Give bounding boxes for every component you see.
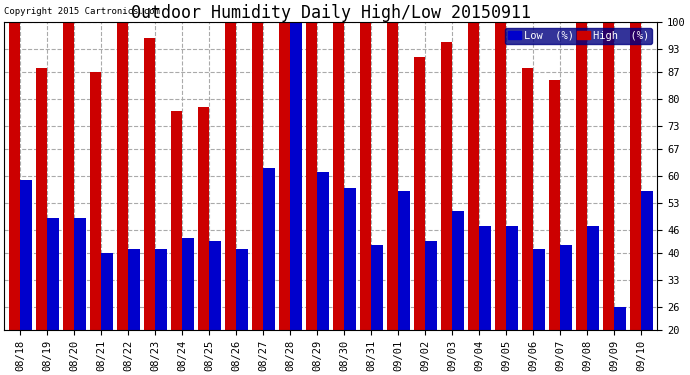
Bar (48, 218, 59, 330)
Bar (225, 22, 236, 330)
Bar (614, 307, 626, 330)
Bar (144, 38, 155, 330)
Bar (641, 192, 653, 330)
Bar (9, 22, 21, 330)
Bar (101, 253, 112, 330)
Bar (468, 22, 480, 330)
Bar (522, 69, 533, 330)
Bar (198, 107, 209, 330)
Bar (360, 22, 371, 330)
Bar (75, 218, 86, 330)
Bar (560, 245, 571, 330)
Bar (630, 22, 641, 330)
Bar (117, 22, 128, 330)
Bar (306, 22, 317, 330)
Bar (90, 72, 101, 330)
Bar (603, 22, 614, 330)
Bar (587, 226, 598, 330)
Bar (506, 226, 518, 330)
Bar (398, 192, 410, 330)
Bar (576, 22, 587, 330)
Bar (63, 22, 75, 330)
Bar (128, 249, 139, 330)
Bar (236, 249, 248, 330)
Bar (182, 238, 194, 330)
Bar (414, 57, 425, 330)
Bar (425, 242, 437, 330)
Bar (533, 249, 544, 330)
Bar (21, 180, 32, 330)
Bar (452, 211, 464, 330)
Bar (480, 226, 491, 330)
Bar (317, 172, 328, 330)
Title: Outdoor Humidity Daily High/Low 20150911: Outdoor Humidity Daily High/Low 20150911 (131, 4, 531, 22)
Bar (36, 69, 48, 330)
Bar (549, 80, 560, 330)
Text: Copyright 2015 Cartronics.com: Copyright 2015 Cartronics.com (4, 7, 160, 16)
Bar (371, 245, 382, 330)
Bar (171, 111, 182, 330)
Bar (252, 22, 264, 330)
Legend: Low  (%), High  (%): Low (%), High (%) (505, 27, 652, 44)
Bar (333, 22, 344, 330)
Bar (209, 242, 221, 330)
Bar (279, 22, 290, 330)
Bar (495, 22, 506, 330)
Bar (290, 22, 302, 330)
Bar (264, 168, 275, 330)
Bar (441, 42, 452, 330)
Bar (155, 249, 167, 330)
Bar (344, 188, 355, 330)
Bar (387, 22, 398, 330)
